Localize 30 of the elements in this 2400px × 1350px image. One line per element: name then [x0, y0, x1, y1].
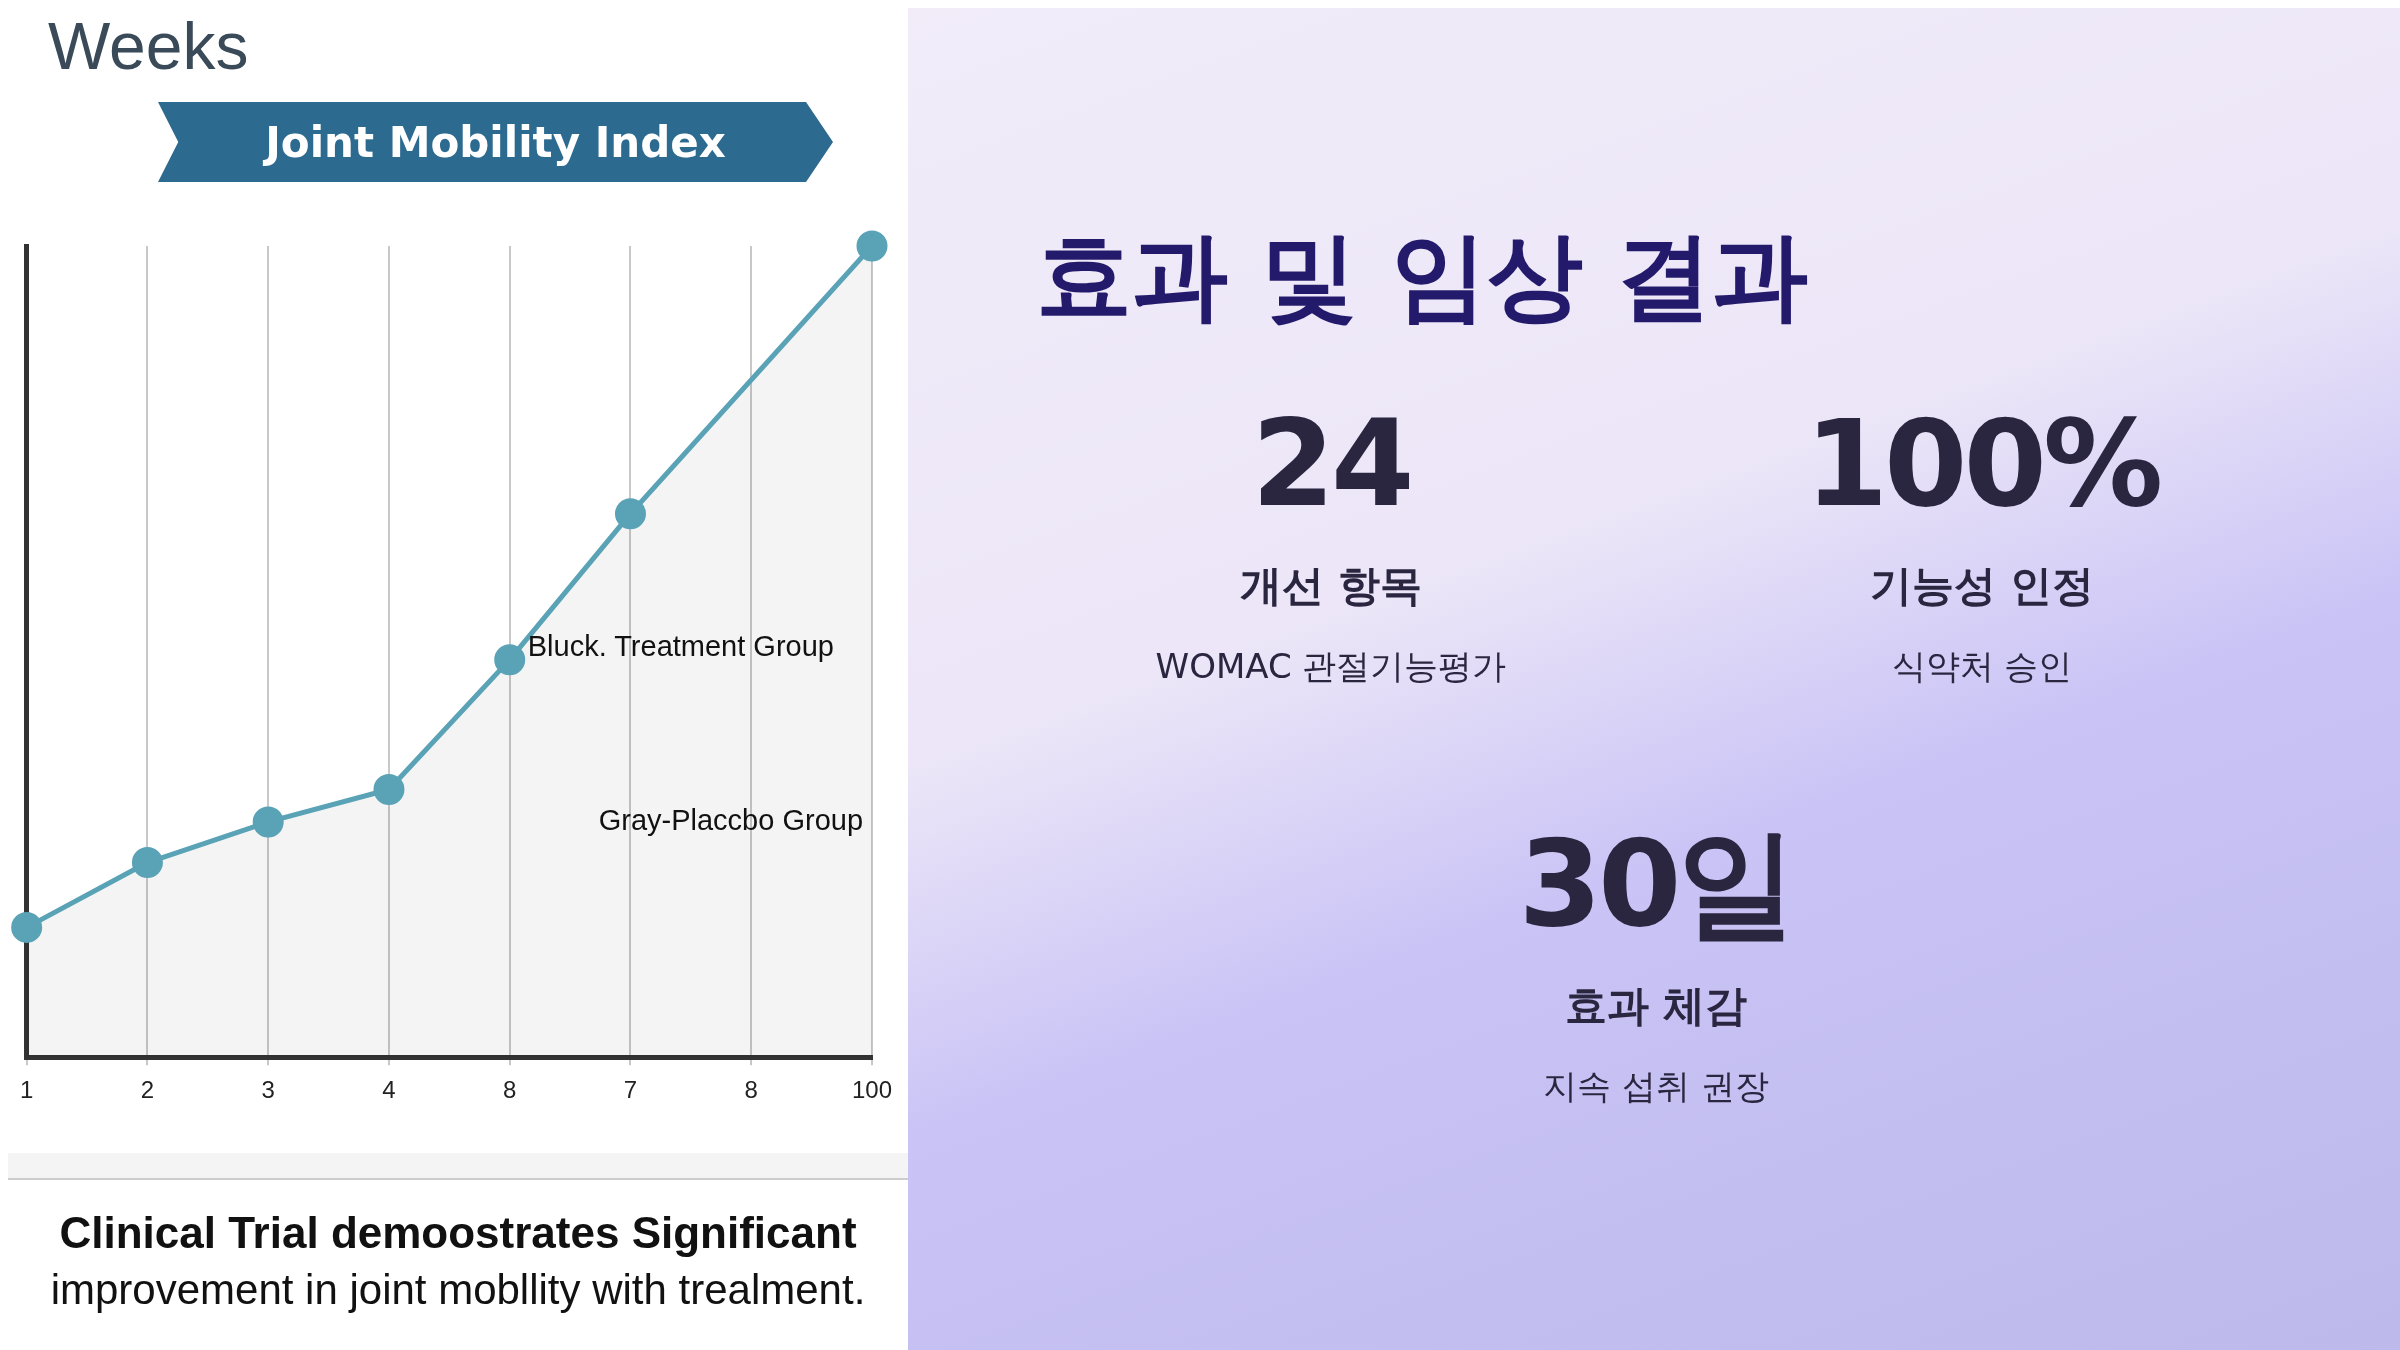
x-tick-label: 8 [503, 1076, 517, 1104]
point [11, 911, 43, 943]
x-tick-label: 3 [261, 1076, 275, 1104]
point [373, 774, 405, 805]
x-tick-label: 1 [19, 1076, 34, 1104]
text: 100% [1803, 394, 2161, 533]
point [856, 230, 888, 262]
text: 지속 섭취 권장 [1542, 1065, 1770, 1108]
text: improvement in joint mobllity with trealment. [49, 1266, 867, 1314]
text: 효과 및 임상 결과 [1036, 219, 1809, 334]
x-tick-label: 8 [744, 1076, 758, 1104]
text: 개선 항목 [1238, 560, 1424, 612]
x-axis-title: Weeks [48, 8, 249, 84]
point [252, 806, 284, 838]
x-tick-label: 7 [623, 1076, 638, 1104]
point [494, 644, 526, 676]
text: 효과 체감 [1563, 980, 1749, 1032]
point [131, 847, 163, 879]
text: Clinical Trial demoostrates Significant [58, 1208, 858, 1258]
text: 기능성 인정 [1868, 560, 2096, 612]
point [614, 498, 646, 530]
text: 식약처 승인 [1890, 645, 2074, 688]
x-tick-label: 100 [851, 1076, 893, 1104]
text: 24 [1250, 394, 1412, 533]
annotation: Bluck. Treatment Group [527, 629, 834, 662]
text: 30일 [1517, 814, 1795, 953]
x-tick-label: 2 [140, 1076, 155, 1104]
annotation: Gray-Placcbo Group [598, 803, 864, 836]
text: WOMAC 관절기능평가 [1154, 645, 1508, 688]
x-tick-label: 4 [382, 1076, 396, 1104]
